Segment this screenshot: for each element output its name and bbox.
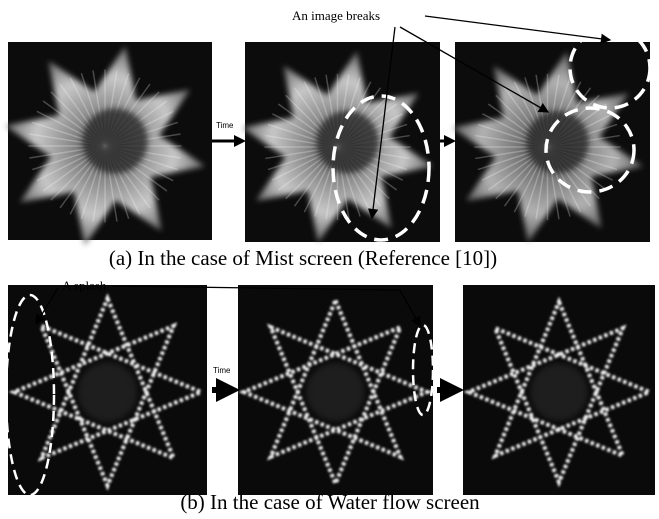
- page: Time Time An image breaks A splash (a) I…: [0, 0, 659, 519]
- callout-line: [425, 16, 610, 40]
- mist-core: [316, 111, 378, 173]
- time-label: Time: [213, 366, 231, 375]
- time-label: Time: [216, 121, 234, 130]
- mist-core: [82, 108, 147, 173]
- caption: (a) In the case of Mist screen (Referenc…: [109, 246, 497, 270]
- water-image: [238, 285, 433, 495]
- mist-image: [452, 42, 650, 243]
- water-noise: [78, 362, 138, 422]
- water-image: [463, 285, 655, 495]
- figure: Time Time An image breaks A splash (a) I…: [0, 0, 659, 519]
- mist-image: [242, 42, 440, 243]
- water-noise: [306, 363, 365, 422]
- caption: (b) In the case of Water flow screen: [180, 490, 480, 514]
- annotation: An image breaks: [292, 8, 380, 23]
- annotation: A splash: [62, 278, 107, 293]
- mist-image: [5, 42, 212, 246]
- water-noise: [530, 363, 588, 421]
- water-image: [8, 285, 207, 495]
